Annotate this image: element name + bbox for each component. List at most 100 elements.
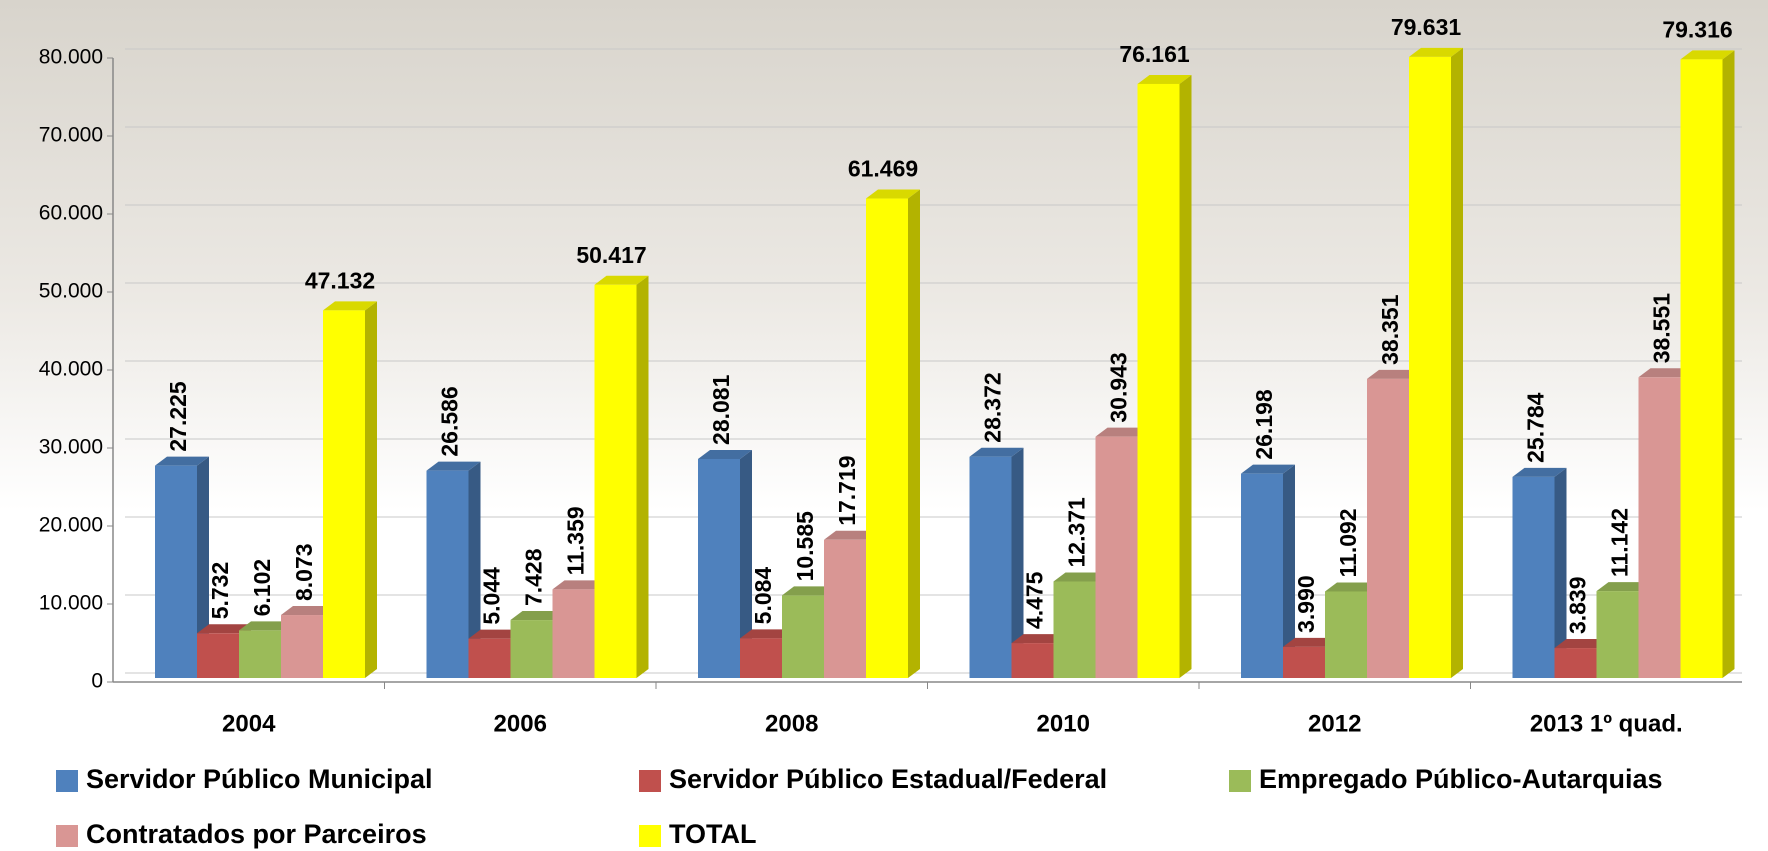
bar — [1325, 591, 1367, 678]
x-tick-label: 2006 — [494, 710, 547, 737]
bar-top — [1325, 582, 1379, 592]
bar-top — [197, 624, 251, 634]
legend-label: TOTAL — [669, 819, 757, 849]
bar — [1011, 643, 1054, 678]
legend-swatch — [639, 770, 661, 792]
bar-top — [510, 611, 565, 621]
value-label: 76.161 — [1119, 41, 1190, 67]
bar-top — [1241, 464, 1295, 474]
value-label: 50.417 — [576, 242, 646, 268]
value-label: 11.142 — [1607, 508, 1633, 577]
bar-side — [365, 301, 377, 678]
value-label: 28.372 — [980, 372, 1006, 442]
bar-top — [594, 275, 649, 285]
value-label: 6.102 — [249, 559, 275, 617]
bar — [740, 638, 782, 678]
bar — [1095, 436, 1138, 678]
value-label: 26.198 — [1251, 389, 1277, 460]
bar — [1554, 648, 1597, 678]
bar — [426, 470, 469, 678]
bar — [1680, 59, 1723, 678]
bar — [552, 589, 595, 678]
bar-top — [281, 606, 335, 616]
bar-top — [1053, 572, 1108, 582]
bar — [323, 310, 365, 678]
value-label: 7.428 — [521, 548, 547, 606]
value-label: 3.990 — [1293, 575, 1319, 633]
bar-side — [1011, 447, 1024, 678]
y-tick-label: 20.000 — [39, 514, 103, 537]
bar-top — [552, 580, 607, 590]
bar-top — [1095, 427, 1150, 437]
bar-top — [1596, 582, 1651, 592]
x-tick-label: 2013 1º quad. — [1530, 710, 1683, 737]
bar — [969, 456, 1012, 678]
bar-top — [323, 301, 377, 311]
bar-top — [239, 621, 293, 631]
bar-top — [740, 629, 794, 639]
value-label: 28.081 — [708, 374, 734, 445]
value-label: 11.092 — [1335, 508, 1361, 577]
bar-side — [468, 461, 481, 678]
bar — [1053, 581, 1096, 678]
y-tick-label: 30.000 — [39, 436, 103, 459]
bar-top — [698, 449, 752, 459]
bar-top — [1680, 50, 1735, 60]
bar-top — [1638, 368, 1693, 378]
bar-top — [155, 456, 209, 466]
bar-top — [1367, 369, 1421, 379]
bar — [1512, 476, 1555, 678]
value-label: 79.631 — [1391, 14, 1462, 40]
legend-swatch — [56, 825, 78, 847]
bar-side — [1722, 50, 1735, 678]
legend-label: Servidor Público Estadual/Federal — [669, 764, 1107, 794]
bar-top — [969, 447, 1024, 457]
value-label: 17.719 — [834, 455, 860, 525]
y-tick-label: 70.000 — [39, 124, 103, 147]
bar — [1283, 646, 1325, 678]
bar-side — [1179, 74, 1192, 678]
legend-label: Empregado Público-Autarquias — [1259, 764, 1663, 794]
value-label: 30.943 — [1106, 352, 1132, 422]
bar-top — [866, 189, 920, 199]
value-label: 10.585 — [792, 511, 818, 582]
bar-top — [468, 629, 523, 639]
value-label: 79.316 — [1662, 16, 1732, 42]
value-label: 5.044 — [479, 567, 505, 625]
bar — [1137, 83, 1180, 678]
value-label: 27.225 — [165, 381, 191, 452]
y-tick-label: 10.000 — [39, 592, 103, 615]
value-label: 3.839 — [1565, 576, 1591, 634]
value-label: 5.732 — [207, 562, 233, 620]
bar-top — [426, 461, 481, 471]
bar — [281, 615, 323, 678]
bar-top — [1554, 639, 1609, 649]
bar-side — [908, 189, 920, 678]
y-tick-label: 40.000 — [39, 358, 103, 381]
bar — [468, 638, 511, 678]
value-label: 8.073 — [291, 543, 317, 601]
bar — [239, 630, 281, 678]
value-label: 38.551 — [1649, 293, 1675, 364]
bar — [594, 284, 637, 678]
bar — [1638, 377, 1681, 678]
legend-swatch — [639, 825, 661, 847]
bar — [155, 465, 197, 678]
bar-top — [782, 586, 836, 596]
x-tick-label: 2004 — [222, 710, 276, 737]
bar-top — [1283, 637, 1337, 647]
value-label: 38.351 — [1377, 294, 1403, 365]
bar — [1409, 56, 1451, 679]
value-label: 5.084 — [750, 567, 776, 625]
value-label: 61.469 — [848, 156, 918, 182]
y-tick-label: 60.000 — [39, 202, 103, 225]
value-label: 25.784 — [1523, 392, 1549, 463]
x-tick-label: 2010 — [1037, 710, 1090, 737]
legend-label: Servidor Público Municipal — [86, 764, 433, 794]
bar — [510, 620, 553, 678]
bar-top — [1137, 74, 1192, 84]
bar-side — [1283, 464, 1295, 678]
bar-top — [1409, 47, 1463, 57]
x-tick-label: 2012 — [1308, 710, 1361, 737]
